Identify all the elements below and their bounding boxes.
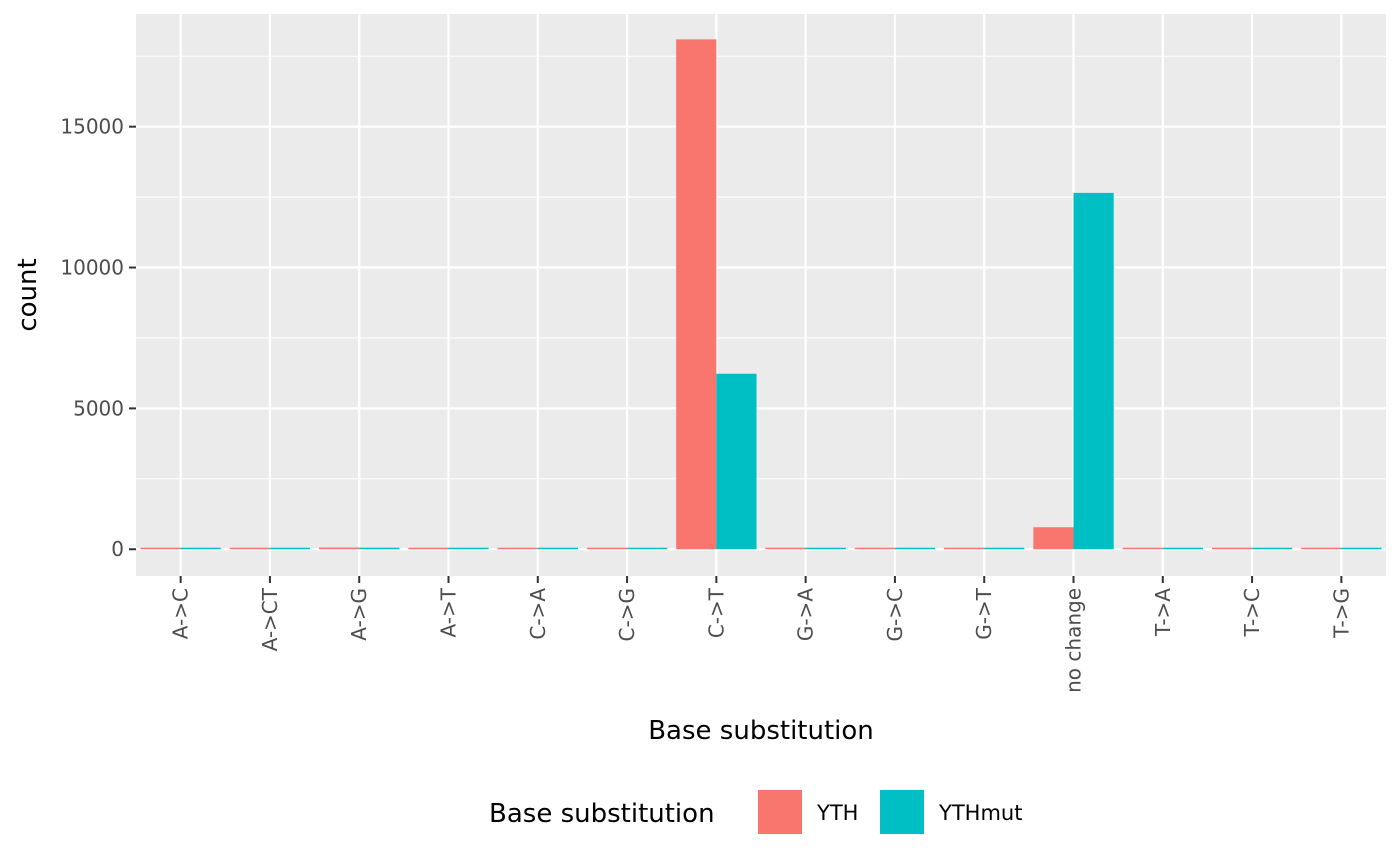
bar-ythmut-7 bbox=[716, 373, 757, 550]
x-axis: A->C A->CT A->G A->T C->A C->G C->T G->A G->C G->… bbox=[169, 576, 1353, 693]
bar-ythmut-11 bbox=[1073, 192, 1114, 550]
grid-major bbox=[136, 14, 1386, 576]
x-tick-label: A->C bbox=[169, 588, 193, 639]
bar-ythmut-5 bbox=[537, 547, 578, 550]
bar-yth-10 bbox=[944, 547, 985, 550]
x-tick-label: A->CT bbox=[258, 587, 282, 651]
legend-key-ythmut bbox=[880, 790, 924, 834]
bar-yth-6 bbox=[586, 547, 628, 550]
y-tick-label: 10000 bbox=[60, 256, 124, 280]
x-tick-label: T->C bbox=[1240, 588, 1264, 637]
bar-yth-3 bbox=[319, 547, 360, 550]
bar-yth-13 bbox=[1211, 547, 1253, 550]
plot-panel bbox=[136, 14, 1386, 576]
y-tick-label: 0 bbox=[111, 537, 124, 561]
bar-yth-12 bbox=[1122, 547, 1163, 550]
bar-yth-4 bbox=[408, 547, 449, 550]
bar-ythmut-2 bbox=[269, 547, 311, 550]
x-tick-label: G->A bbox=[794, 588, 818, 641]
bar-ythmut-12 bbox=[1162, 547, 1203, 550]
x-tick-label: T->A bbox=[1151, 588, 1175, 637]
x-tick-label: T->G bbox=[1329, 588, 1353, 639]
y-tick-label: 15000 bbox=[60, 115, 124, 139]
bar-ythmut-10 bbox=[984, 547, 1025, 550]
x-tick-label: no change bbox=[1062, 588, 1086, 693]
bar-ythmut-9 bbox=[894, 547, 936, 550]
x-tick-label: A->G bbox=[347, 588, 371, 641]
x-tick-label: C->G bbox=[615, 588, 639, 641]
y-axis-title: count bbox=[13, 258, 43, 331]
bar-yth-8 bbox=[765, 547, 806, 550]
bar-ythmut-14 bbox=[1341, 547, 1382, 550]
legend-key-yth bbox=[758, 790, 802, 834]
bar-ythmut-13 bbox=[1252, 547, 1293, 550]
bar-yth-5 bbox=[497, 547, 538, 550]
bar-ythmut-8 bbox=[805, 547, 846, 550]
grid-minor bbox=[136, 55, 1386, 480]
bars bbox=[140, 39, 1382, 550]
bar-yth-7 bbox=[676, 39, 717, 550]
x-tick-label: C->T bbox=[704, 587, 728, 638]
bar-ythmut-6 bbox=[627, 547, 668, 550]
legend: Base substitution YTH YTHmut bbox=[489, 790, 1022, 834]
x-tick-label: G->T bbox=[972, 587, 996, 639]
legend-label-ythmut: YTHmut bbox=[938, 801, 1022, 825]
bar-yth-2 bbox=[229, 547, 270, 550]
legend-label-yth: YTH bbox=[816, 801, 858, 825]
bar-yth-14 bbox=[1301, 547, 1342, 550]
x-tick-label: G->C bbox=[883, 588, 907, 641]
bar-ythmut-3 bbox=[359, 547, 400, 550]
x-tick-label: C->A bbox=[526, 588, 550, 640]
legend-title: Base substitution bbox=[489, 799, 715, 829]
bar-yth-9 bbox=[854, 547, 895, 550]
y-axis: 0 5000 10000 15000 bbox=[60, 115, 136, 561]
bar-ythmut-1 bbox=[180, 547, 221, 550]
x-tick-label: A->T bbox=[437, 587, 461, 637]
y-tick-label: 5000 bbox=[73, 396, 124, 420]
bar-yth-11 bbox=[1033, 527, 1074, 550]
x-axis-title: Base substitution bbox=[648, 716, 874, 746]
bar-yth-1 bbox=[140, 547, 181, 550]
bar-ythmut-4 bbox=[448, 547, 489, 550]
